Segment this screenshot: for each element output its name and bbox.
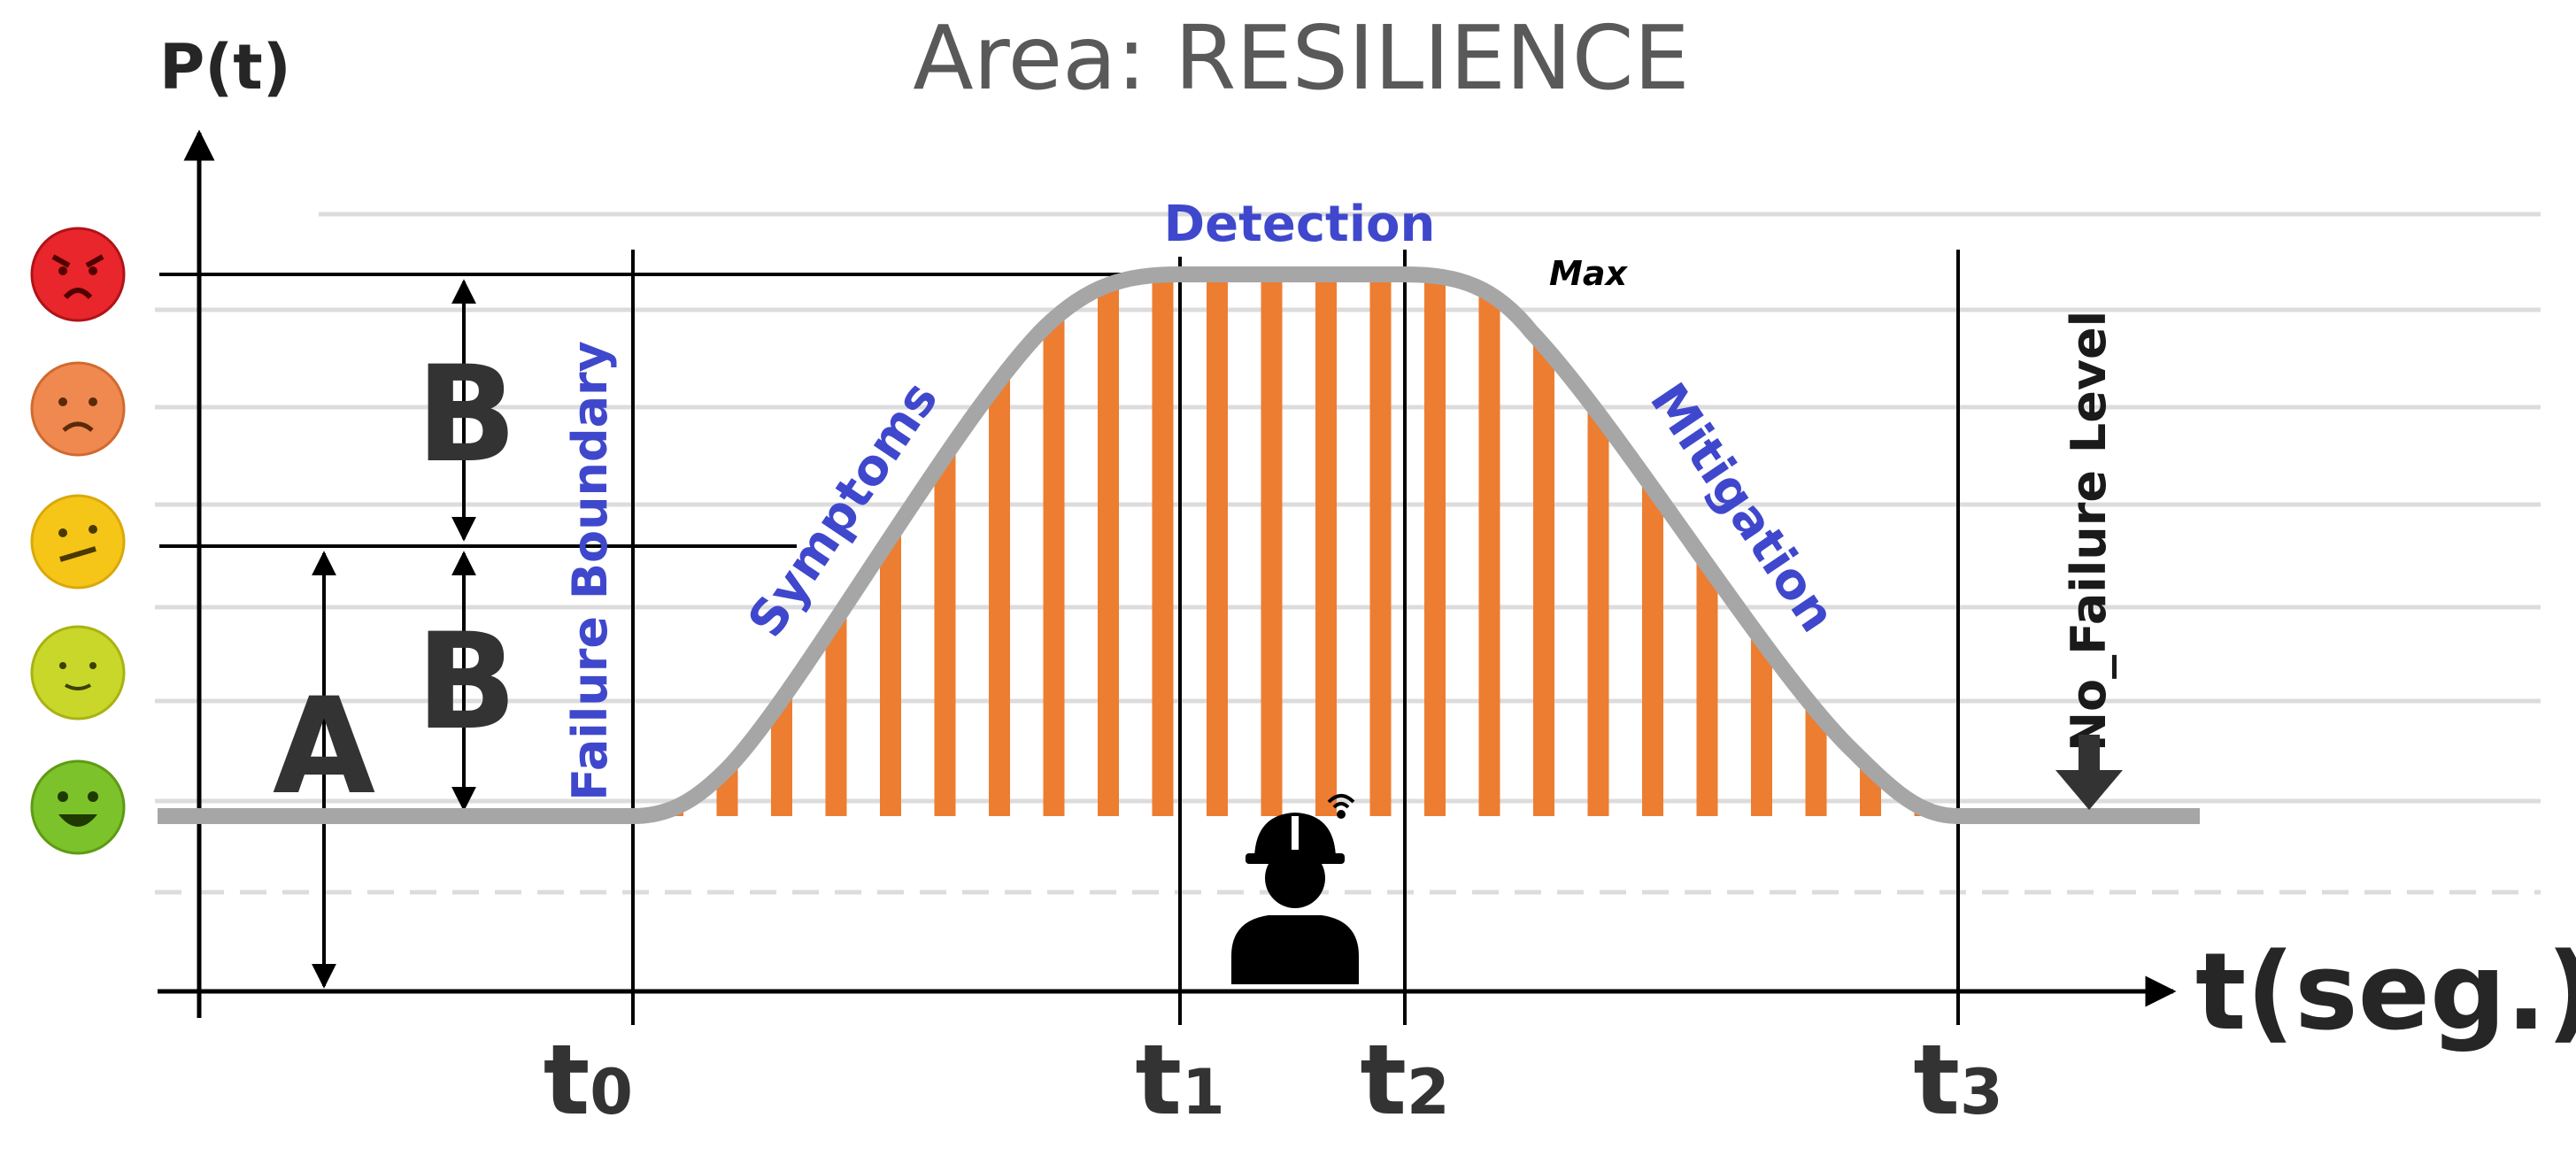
fill-bar <box>1369 274 1392 816</box>
failure-boundary-label: Failure Boundary <box>562 341 618 801</box>
happy-face-icon <box>30 759 126 855</box>
performance-curve <box>625 266 1966 824</box>
angry-face-icon <box>30 227 126 322</box>
diagram-title: Area: RESILIENCE <box>913 6 1689 110</box>
y-axis-label: P(t) <box>159 31 291 104</box>
time-lines <box>631 250 1960 1025</box>
fill-bar <box>1152 274 1174 816</box>
dimension-b-upper-label: B <box>416 338 517 492</box>
t0-label: t0 <box>544 1023 633 1137</box>
time-labels: t0 t1 t2 t3 <box>544 1023 2003 1137</box>
dimension-arrows <box>312 279 476 989</box>
dimension-b-lower-label: B <box>416 605 517 759</box>
sad-face-icon <box>30 361 126 457</box>
no-failure-level-label: No_Failure Level <box>2061 311 2117 751</box>
fill-bar <box>1315 274 1337 816</box>
dimension-a-label: A <box>273 670 375 824</box>
max-label: Max <box>1549 254 1628 293</box>
confused-face-icon <box>30 494 126 590</box>
neutral-face-icon <box>30 625 126 721</box>
fill-bar <box>1261 274 1283 816</box>
performance-curve-group <box>158 266 2200 824</box>
t3-label: t3 <box>1913 1023 2002 1137</box>
fill-bar <box>1424 274 1446 816</box>
t1-label: t1 <box>1135 1023 1224 1137</box>
x-axis-label: t(seg.) <box>2195 931 2576 1054</box>
fill-bar <box>1478 274 1500 816</box>
worker-with-helmet-wifi-icon <box>1231 794 1359 984</box>
fill-bar <box>1098 274 1119 816</box>
detection-label: Detection <box>1164 196 1436 253</box>
fill-bar <box>1207 274 1228 816</box>
no-failure-down-arrow-icon <box>2055 735 2123 810</box>
t2-label: t2 <box>1360 1023 1449 1137</box>
background-gridlines <box>155 212 2541 895</box>
emoji-scale <box>30 227 126 855</box>
fill-bar <box>1043 274 1065 816</box>
